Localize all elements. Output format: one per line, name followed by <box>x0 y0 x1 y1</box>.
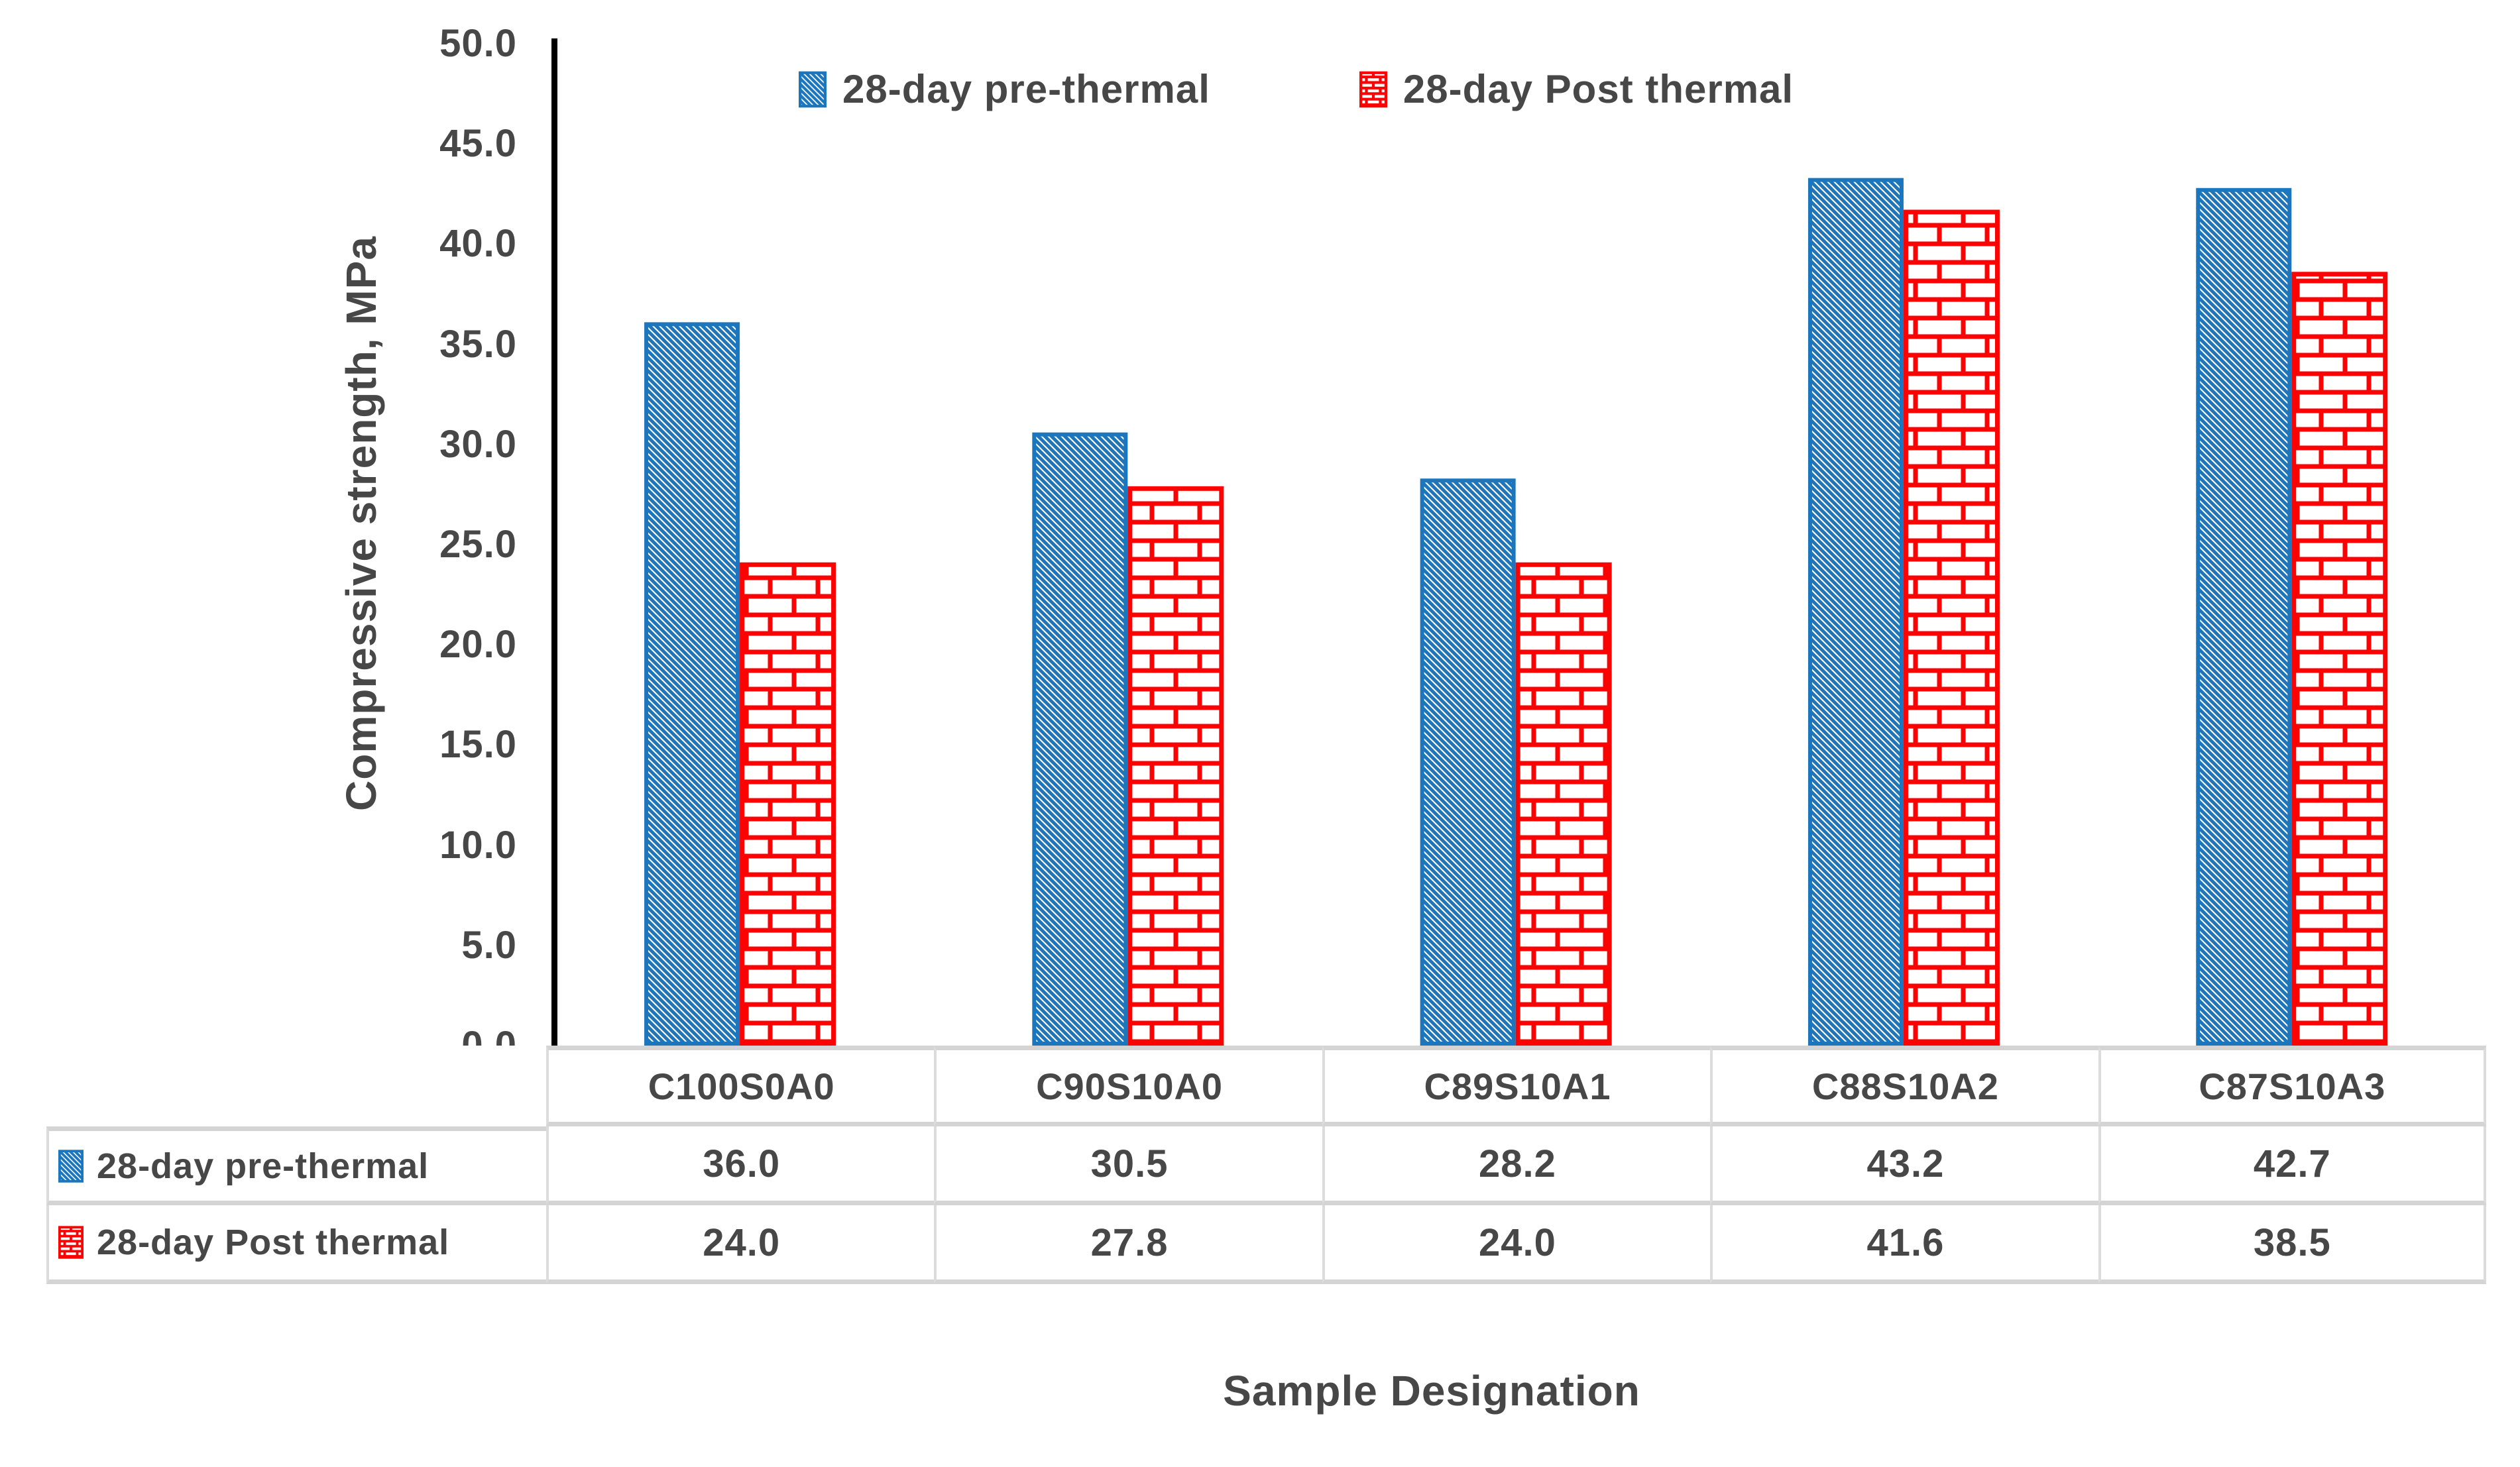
table-value-28-day-pre-thermal-c100s0a0: 36.0 <box>546 1126 935 1205</box>
brick-pattern-swatch-icon <box>1359 71 1387 107</box>
y-tick-label: 40.0 <box>439 222 517 266</box>
chart-data-table: C100S0A0 C90S10A0 C89S10A1 C88S10A2 C87S10A3… <box>46 1046 2486 1284</box>
y-tick-label: 25.0 <box>439 523 517 566</box>
brick-pattern-swatch-icon <box>58 1226 84 1259</box>
bar-28-day-pre-thermal-c87s10a3 <box>2196 188 2292 1046</box>
value-text: 30.5 <box>1090 1142 1169 1185</box>
legend-label: 28-day Post thermal <box>1403 67 1794 111</box>
y-tick-label: 10.0 <box>439 823 517 867</box>
table-value-28-day-post-thermal-c88s10a2: 41.6 <box>1710 1205 2098 1284</box>
bar-28-day-pre-thermal-c100s0a0 <box>644 322 740 1046</box>
series-name: 28-day Post thermal <box>97 1222 450 1262</box>
diagonal-hatch-swatch-icon <box>58 1149 84 1183</box>
table-value-28-day-pre-thermal-c90s10a0: 30.5 <box>934 1126 1322 1205</box>
value-text: 28.2 <box>1479 1142 1556 1185</box>
y-tick-label: 5.0 <box>461 923 517 967</box>
value-text: 36.0 <box>703 1142 781 1185</box>
category-label: C90S10A0 <box>1036 1065 1224 1107</box>
value-text: 24.0 <box>703 1221 781 1264</box>
table-value-28-day-post-thermal-c87s10a3: 38.5 <box>2098 1205 2486 1284</box>
bar-28-day-pre-thermal-c88s10a2 <box>1807 178 1904 1046</box>
y-tick-label: 45.0 <box>439 122 517 166</box>
diagonal-hatch-swatch-icon <box>799 71 827 107</box>
y-tick-label: 30.0 <box>439 422 517 466</box>
legend-item-28-day-post-thermal: 28-day Post thermal <box>1359 66 1794 112</box>
chart-legend: 28-day pre-thermal 28-day Post thermal <box>799 66 1794 112</box>
category-header-c87s10a3: C87S10A3 <box>2098 1046 2486 1126</box>
legend-item-28-day-pre-thermal: 28-day pre-thermal <box>799 66 1210 112</box>
value-text: 24.0 <box>1479 1221 1556 1264</box>
bar-28-day-pre-thermal-c90s10a0 <box>1032 432 1128 1046</box>
table-value-28-day-pre-thermal-c89s10a1: 28.2 <box>1322 1126 1711 1205</box>
category-label: C89S10A1 <box>1424 1065 1611 1107</box>
bar-28-day-post-thermal-c90s10a0 <box>1127 486 1224 1046</box>
table-corner-cell <box>46 1046 546 1126</box>
bars-group <box>644 178 2388 1046</box>
y-tick-label: 20.0 <box>439 623 517 667</box>
value-text: 41.6 <box>1866 1221 1945 1264</box>
series-row-label-28-day-post-thermal: 28-day Post thermal <box>46 1205 546 1284</box>
value-text: 42.7 <box>2253 1142 2331 1185</box>
y-axis-line <box>551 38 557 1046</box>
value-text: 27.8 <box>1090 1221 1169 1264</box>
bar-28-day-post-thermal-c88s10a2 <box>1903 209 2000 1046</box>
table-value-28-day-post-thermal-c100s0a0: 24.0 <box>546 1205 935 1284</box>
bar-28-day-post-thermal-c89s10a1 <box>1515 562 1612 1046</box>
table-value-28-day-pre-thermal-c88s10a2: 43.2 <box>1710 1126 2098 1205</box>
series-row-label-28-day-pre-thermal: 28-day pre-thermal <box>46 1126 546 1205</box>
series-name: 28-day pre-thermal <box>97 1146 430 1186</box>
y-tick-label: 15.0 <box>439 723 517 767</box>
category-label: C87S10A3 <box>2199 1065 2386 1107</box>
bar-28-day-post-thermal-c100s0a0 <box>740 562 836 1046</box>
value-text: 43.2 <box>1866 1142 1945 1185</box>
table-value-28-day-post-thermal-c89s10a1: 24.0 <box>1322 1205 1711 1284</box>
category-header-c100s0a0: C100S0A0 <box>546 1046 935 1126</box>
y-tick-label: 35.0 <box>439 322 517 366</box>
bar-28-day-post-thermal-c87s10a3 <box>2291 272 2388 1046</box>
value-text: 38.5 <box>2253 1221 2331 1264</box>
category-header-c89s10a1: C89S10A1 <box>1322 1046 1711 1126</box>
x-axis-title: Sample Designation <box>1223 1367 1640 1415</box>
category-label: C88S10A2 <box>1811 1065 1999 1107</box>
y-tick-label: 50.0 <box>439 22 517 65</box>
bar-28-day-pre-thermal-c89s10a1 <box>1420 478 1516 1046</box>
legend-label: 28-day pre-thermal <box>842 67 1210 111</box>
category-header-c88s10a2: C88S10A2 <box>1710 1046 2098 1126</box>
category-header-c90s10a0: C90S10A0 <box>934 1046 1322 1126</box>
category-label: C100S0A0 <box>648 1065 835 1107</box>
plot-area <box>644 178 2388 1046</box>
table-value-28-day-post-thermal-c90s10a0: 27.8 <box>934 1205 1322 1284</box>
table-value-28-day-pre-thermal-c87s10a3: 42.7 <box>2098 1126 2486 1205</box>
